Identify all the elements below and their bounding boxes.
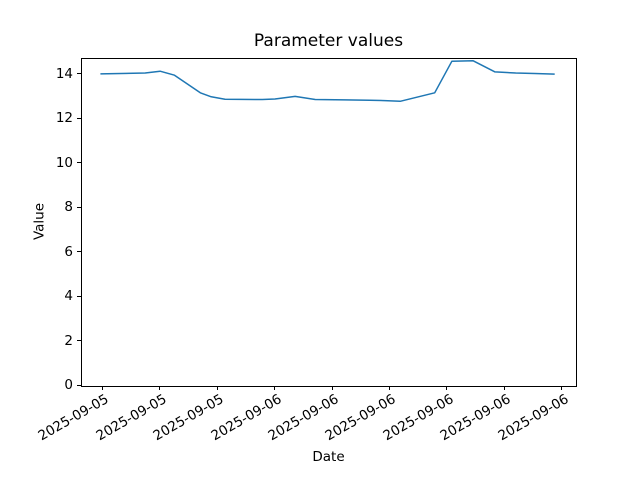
x-tick-mark [216,386,218,390]
line-chart-canvas [100,60,555,103]
y-tick-mark [77,384,81,386]
y-tick-mark [77,206,81,208]
x-tick-mark [274,386,276,390]
plot-area [81,58,577,387]
y-tick-mark [77,73,81,75]
y-tick-mark [77,117,81,119]
x-tick-mark [503,386,505,390]
y-tick-label: 12 [55,110,73,127]
chart-title: Parameter values [253,31,404,51]
x-axis-label: Date [312,449,345,465]
y-tick-label: 14 [55,65,73,82]
y-tick-label: 8 [64,199,73,216]
x-tick-mark [446,386,448,390]
y-axis-label: Value [31,202,48,241]
x-tick-mark [101,386,103,390]
y-tick-label: 10 [55,154,73,171]
x-tick-mark [331,386,333,390]
y-tick-mark [77,251,81,253]
x-tick-mark [159,386,161,390]
y-tick-label: 6 [64,243,73,260]
parameter-series-line [100,60,555,103]
y-tick-mark [77,340,81,341]
y-tick-mark [77,162,81,164]
y-tick-label: 0 [64,377,73,393]
y-tick-label: 4 [64,288,73,305]
x-tick-mark [561,386,563,390]
y-tick-mark [77,295,81,297]
x-tick-mark [388,386,390,390]
y-tick-label: 2 [64,332,73,349]
